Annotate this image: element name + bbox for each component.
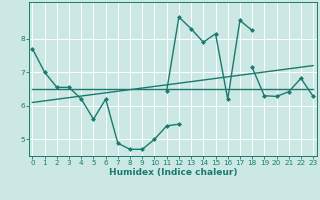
X-axis label: Humidex (Indice chaleur): Humidex (Indice chaleur) [108, 168, 237, 177]
